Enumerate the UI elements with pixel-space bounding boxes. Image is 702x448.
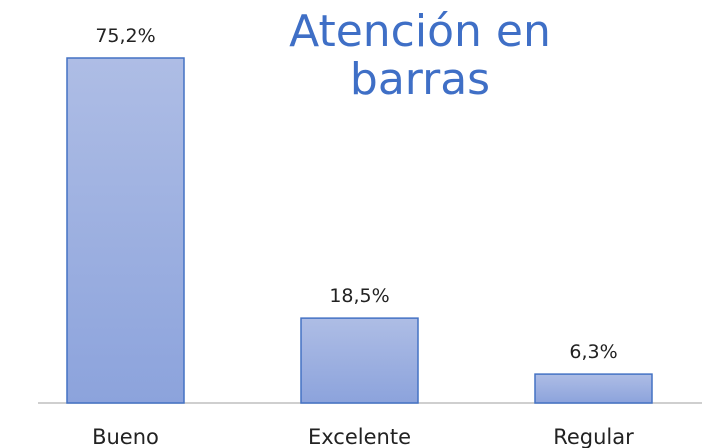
bar [66,57,185,404]
bar [534,373,653,404]
data-label: 75,2% [95,25,155,47]
x-tick-label: Regular [553,425,634,448]
data-label: 18,5% [329,285,389,307]
x-tick-label: Excelente [308,425,411,448]
bar [300,317,419,404]
data-label: 6,3% [569,341,617,363]
chart-title: Atención en barras [289,6,551,105]
x-tick-label: Bueno [92,425,159,448]
